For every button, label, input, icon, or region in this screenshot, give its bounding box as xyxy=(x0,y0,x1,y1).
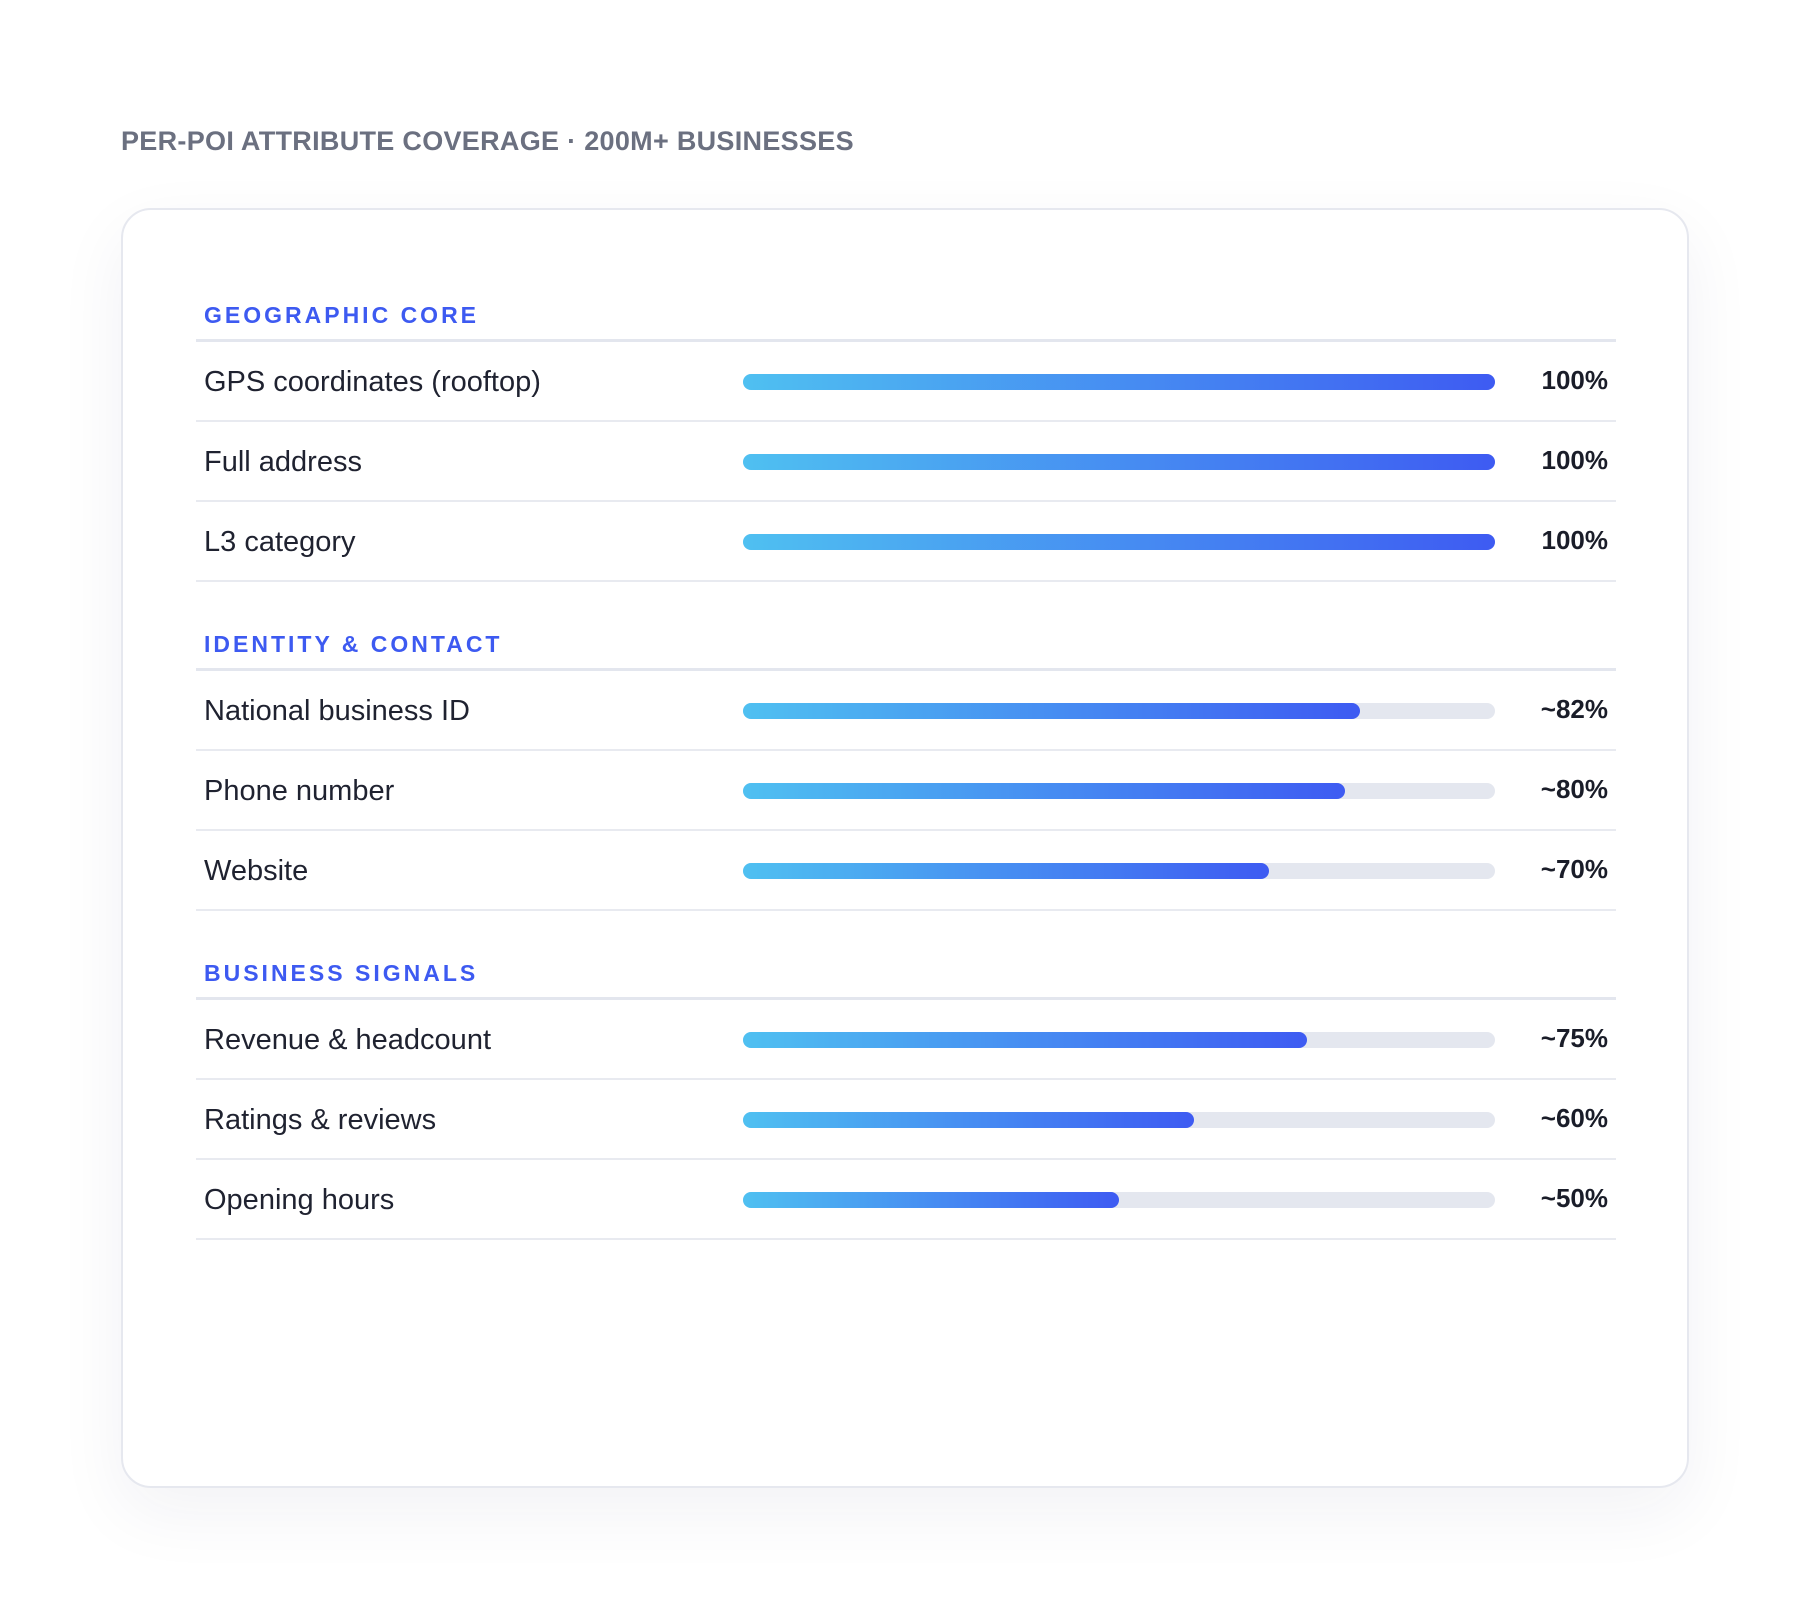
bar-fill xyxy=(743,703,1360,719)
bar-label: National business ID xyxy=(204,695,470,727)
bar-row-revenue-headcount: Revenue & headcount ~75% xyxy=(196,1000,1616,1080)
row-divider xyxy=(196,749,1616,751)
bar-value-label: ~75% xyxy=(1540,1023,1608,1053)
bar-track xyxy=(743,374,1495,390)
bar-fill xyxy=(743,1032,1307,1048)
row-divider xyxy=(196,1158,1616,1160)
bar-value-label: 100% xyxy=(1541,365,1609,395)
row-divider xyxy=(196,500,1616,502)
bar-row-ratings-reviews: Ratings & reviews ~60% xyxy=(196,1080,1616,1160)
bar-track xyxy=(743,1192,1495,1208)
bar-track xyxy=(743,1032,1495,1048)
bar-fill xyxy=(743,1192,1119,1208)
bar-value-label: ~60% xyxy=(1540,1103,1608,1133)
bar-label: L3 category xyxy=(204,526,356,558)
row-divider xyxy=(196,1238,1616,1240)
bar-label: Ratings & reviews xyxy=(204,1104,437,1136)
bar-track xyxy=(743,863,1495,879)
bar-row-opening-hours: Opening hours ~50% xyxy=(196,1160,1616,1240)
chart-title: PER-POI ATTRIBUTE COVERAGE · 200M+ BUSIN… xyxy=(121,126,854,156)
bar-track xyxy=(743,783,1495,799)
group-divider xyxy=(196,339,1616,342)
bar-row-l3-category: L3 category 100% xyxy=(196,502,1616,582)
bar-track xyxy=(743,703,1495,719)
group-title-business-signals: BUSINESS SIGNALS xyxy=(204,960,479,986)
group-title-geographic-core: GEOGRAPHIC CORE xyxy=(204,302,480,328)
bar-row-gps-coordinates-rooftop: GPS coordinates (rooftop) 100% xyxy=(196,342,1616,422)
row-divider xyxy=(196,580,1616,582)
group-divider xyxy=(196,668,1616,671)
bar-value-label: ~80% xyxy=(1540,774,1608,804)
bar-fill xyxy=(743,863,1270,879)
bar-label: Phone number xyxy=(204,775,395,807)
bar-label: Full address xyxy=(204,446,362,478)
bar-value-label: ~50% xyxy=(1540,1183,1608,1213)
bar-value-label: ~70% xyxy=(1540,854,1608,884)
bar-fill xyxy=(743,1112,1195,1128)
bar-fill xyxy=(743,454,1495,470)
bar-row-national-business-id: National business ID ~82% xyxy=(196,671,1616,751)
bar-label: Revenue & headcount xyxy=(204,1024,491,1056)
bar-track xyxy=(743,534,1495,550)
group-divider xyxy=(196,997,1616,1000)
row-divider xyxy=(196,909,1616,911)
bar-fill xyxy=(743,783,1345,799)
bar-fill xyxy=(743,534,1495,550)
bar-row-full-address: Full address 100% xyxy=(196,422,1616,502)
bar-label: GPS coordinates (rooftop) xyxy=(204,366,541,398)
bar-value-label: 100% xyxy=(1541,525,1609,555)
coverage-card: GEOGRAPHIC CORE GPS coordinates (rooftop)… xyxy=(121,208,1689,1488)
bar-label: Website xyxy=(204,855,309,887)
row-divider xyxy=(196,829,1616,831)
row-divider xyxy=(196,1078,1616,1080)
bar-row-phone-number: Phone number ~80% xyxy=(196,751,1616,831)
group-title-identity-contact: IDENTITY & CONTACT xyxy=(204,631,503,657)
bar-value-label: 100% xyxy=(1541,445,1609,475)
bar-label: Opening hours xyxy=(204,1184,395,1216)
bar-track xyxy=(743,454,1495,470)
row-divider xyxy=(196,420,1616,422)
bar-value-label: ~82% xyxy=(1540,694,1608,724)
bar-row-website: Website ~70% xyxy=(196,831,1616,911)
bar-fill xyxy=(743,374,1495,390)
bar-track xyxy=(743,1112,1495,1128)
